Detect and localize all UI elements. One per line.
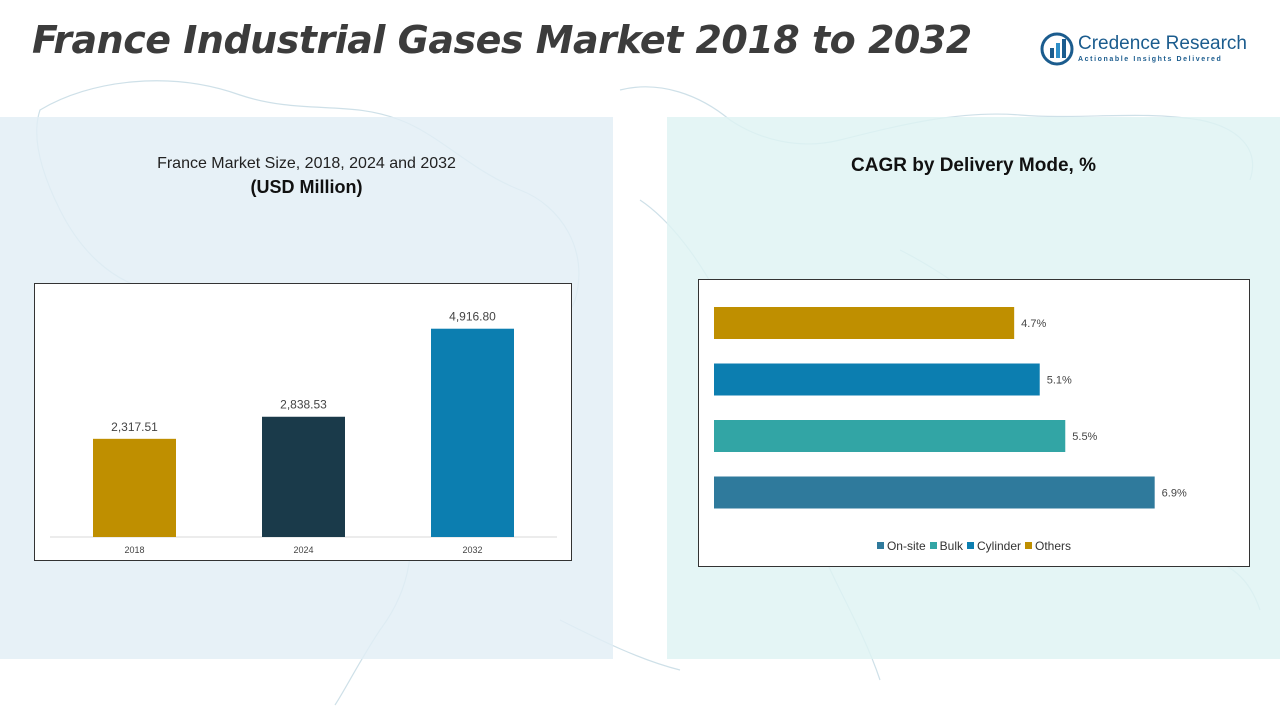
market-size-chart-title: France Market Size, 2018, 2024 and 2032 [157,155,456,172]
bar-on-site [714,476,1155,509]
legend-swatch [967,542,974,549]
bar-others [714,307,1015,339]
credence-research-logo: Credence Research Actionable Insights De… [1040,30,1260,70]
legend-item-bulk: Bulk [929,539,963,553]
data-label-bulk: 5.5% [1072,431,1097,443]
bar-2024 [262,416,345,537]
legend-swatch [1025,542,1033,549]
market-size-bar-chart: 2,317.51 2018 2,838.53 2024 4,916.80 2032 [50,310,557,555]
legend-swatch [929,542,937,549]
x-tick-label-2032: 2032 [462,545,482,555]
bar-cylinder [714,363,1040,396]
logo-tagline: Actionable Insights Delivered [1078,56,1223,63]
bar-2018 [93,438,176,537]
cagr-horizontal-bar-chart: 4.7% 5.1% 5.5% 6.9% [714,307,1187,509]
legend-item-others: Others [1025,539,1071,553]
bar-bulk [714,420,1066,452]
x-tick-label-2018: 2018 [124,545,144,555]
market-size-chart-unit: (USD Million) [250,177,363,197]
legend-label: Others [1035,539,1072,553]
data-label-others: 4.7% [1021,318,1046,330]
cagr-legend: On-site Bulk Cylinder Others [699,539,1249,553]
data-label-2018: 2,317.51 [111,420,158,434]
logo-name: Credence Research [1078,33,1247,54]
x-tick-label-2024: 2024 [293,545,313,555]
cagr-chart: 4.7% 5.1% 5.5% 6.9% On-site Bulk Cylinder Othe… [698,279,1250,567]
market-size-chart: 2,317.51 2018 2,838.53 2024 4,916.80 2032 [34,283,572,561]
cagr-chart-title: CAGR by Delivery Mode, % [851,155,1096,176]
legend-label: Cylinder [977,539,1022,553]
legend-label: Bulk [939,539,963,553]
legend-item-cylinder: Cylinder [967,539,1021,553]
data-label-2032: 4,916.80 [449,310,496,324]
legend-label: On-site [886,539,926,553]
logo-mark-icon [1040,32,1074,66]
legend-item-on-site: On-site [876,539,926,553]
data-label-cylinder: 5.1% [1047,375,1072,387]
data-label-2024: 2,838.53 [280,398,327,412]
page-title: France Industrial Gases Market 2018 to 2… [32,18,972,62]
bar-2032 [431,328,514,537]
legend-swatch [876,542,884,549]
data-label-on-site: 6.9% [1162,488,1187,500]
